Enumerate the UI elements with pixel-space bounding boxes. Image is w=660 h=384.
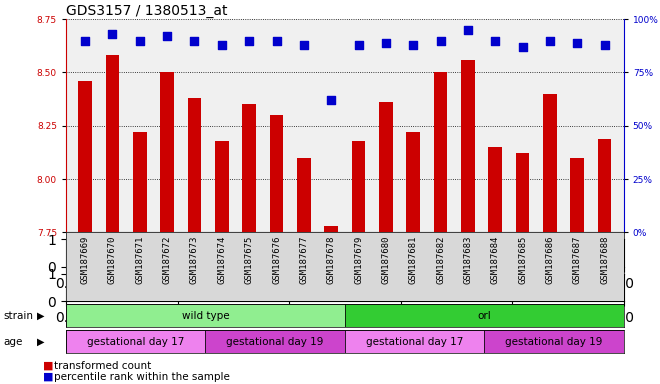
Bar [488, 147, 502, 232]
Bar [515, 154, 529, 232]
Text: GSM187672: GSM187672 [162, 236, 172, 284]
Bar [461, 60, 475, 232]
Text: GSM187683: GSM187683 [463, 236, 473, 284]
Point [408, 42, 418, 48]
Point [162, 33, 172, 39]
Text: GSM187673: GSM187673 [190, 236, 199, 284]
Bar [160, 73, 174, 232]
Text: GSM187688: GSM187688 [600, 236, 609, 284]
Bar [205, 330, 345, 353]
Bar [79, 81, 92, 232]
Text: GSM187680: GSM187680 [381, 236, 390, 284]
Bar [598, 139, 611, 232]
Text: GSM187676: GSM187676 [272, 236, 281, 284]
Bar [324, 226, 338, 232]
Bar [352, 141, 366, 232]
Point [572, 40, 583, 46]
Bar [345, 304, 624, 327]
Text: ■: ■ [43, 361, 53, 371]
Text: GSM187687: GSM187687 [573, 236, 581, 284]
Text: age: age [3, 337, 22, 347]
Point [490, 37, 500, 43]
Text: strain: strain [3, 311, 33, 321]
Text: transformed count: transformed count [54, 361, 151, 371]
Bar [570, 158, 584, 232]
Bar [242, 104, 256, 232]
Point [80, 37, 90, 43]
Text: gestational day 17: gestational day 17 [366, 337, 463, 347]
Point [435, 37, 446, 43]
Bar [66, 304, 345, 327]
Point [381, 40, 391, 46]
Text: ▶: ▶ [38, 311, 45, 321]
Text: GSM187675: GSM187675 [245, 236, 253, 284]
Text: ▶: ▶ [38, 337, 45, 347]
Text: GSM187686: GSM187686 [545, 236, 554, 284]
Bar [345, 330, 484, 353]
Text: gestational day 19: gestational day 19 [226, 337, 324, 347]
Text: percentile rank within the sample: percentile rank within the sample [54, 372, 230, 382]
Text: GSM187671: GSM187671 [135, 236, 145, 284]
Text: GSM187685: GSM187685 [518, 236, 527, 284]
Text: GSM187674: GSM187674 [217, 236, 226, 284]
Point [271, 37, 282, 43]
Text: GSM187679: GSM187679 [354, 236, 363, 284]
Text: GSM187684: GSM187684 [491, 236, 500, 284]
Text: GSM187669: GSM187669 [81, 236, 90, 284]
Text: ■: ■ [43, 372, 53, 382]
Text: GSM187678: GSM187678 [327, 236, 336, 284]
Point [353, 42, 364, 48]
Bar [187, 98, 201, 232]
Bar [66, 330, 205, 353]
Point [189, 37, 200, 43]
Point [517, 44, 528, 50]
Text: GSM187670: GSM187670 [108, 236, 117, 284]
Point [463, 27, 473, 33]
Bar [215, 141, 228, 232]
Bar [379, 102, 393, 232]
Point [298, 42, 309, 48]
Bar [484, 330, 624, 353]
Bar [407, 132, 420, 232]
Text: GSM187682: GSM187682 [436, 236, 445, 284]
Text: GDS3157 / 1380513_at: GDS3157 / 1380513_at [66, 4, 228, 18]
Bar [106, 55, 119, 232]
Bar [434, 73, 447, 232]
Text: GSM187677: GSM187677 [300, 236, 308, 284]
Text: wild type: wild type [182, 311, 229, 321]
Text: gestational day 17: gestational day 17 [87, 337, 184, 347]
Point [107, 31, 117, 37]
Bar [270, 115, 283, 232]
Point [216, 42, 227, 48]
Bar [543, 94, 557, 232]
Bar [297, 158, 311, 232]
Point [244, 37, 255, 43]
Point [599, 42, 610, 48]
Point [326, 97, 337, 103]
Text: gestational day 19: gestational day 19 [506, 337, 603, 347]
Point [544, 37, 555, 43]
Point [135, 37, 145, 43]
Bar [133, 132, 147, 232]
Text: orl: orl [477, 311, 491, 321]
Text: GSM187681: GSM187681 [409, 236, 418, 284]
